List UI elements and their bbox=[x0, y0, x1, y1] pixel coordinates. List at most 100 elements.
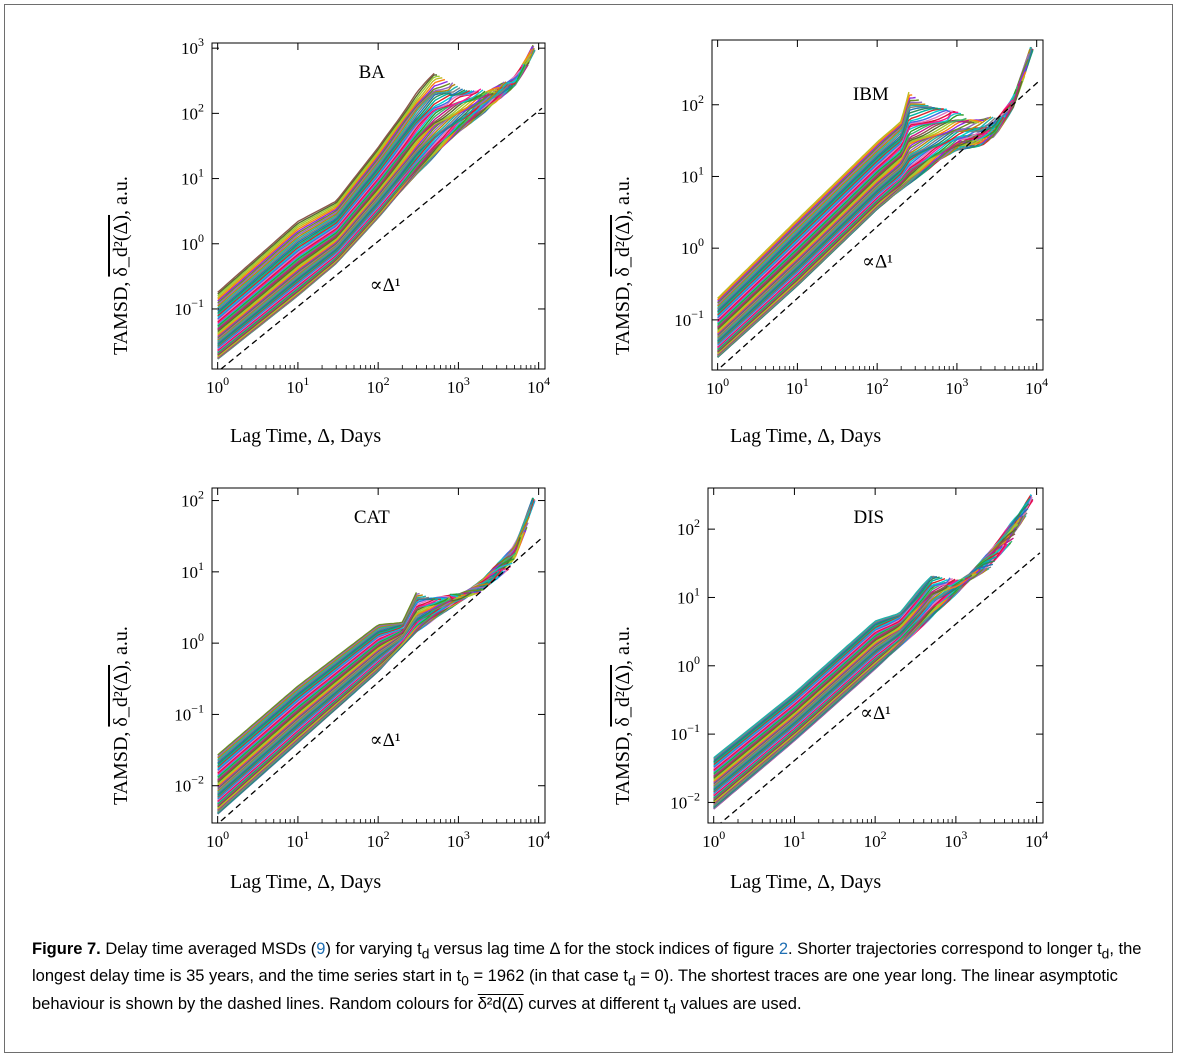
curve-line bbox=[717, 104, 929, 309]
x-tick-label: 101 bbox=[286, 374, 309, 397]
curve-line bbox=[717, 119, 975, 330]
curve-line bbox=[717, 91, 910, 299]
curve-line bbox=[717, 119, 982, 334]
curve-line bbox=[717, 117, 1003, 343]
curve-line bbox=[713, 577, 968, 777]
y-tick-label: 100 bbox=[681, 235, 704, 258]
y-tick-label: 10−1 bbox=[174, 701, 204, 724]
x-tick-label: 103 bbox=[447, 374, 470, 397]
x-tick-label: 102 bbox=[866, 375, 889, 398]
curve-line bbox=[713, 575, 933, 759]
panel-label: IBM bbox=[853, 84, 889, 105]
curve-line bbox=[217, 594, 423, 759]
curve-line bbox=[717, 115, 1007, 345]
curve-line bbox=[717, 120, 972, 329]
curve-line bbox=[717, 110, 953, 320]
y-axis-label: TAMSD, δ_d²(Δ), a.u. bbox=[612, 626, 634, 805]
y-tick-label: 10−2 bbox=[174, 773, 204, 796]
curve-line bbox=[217, 92, 488, 329]
panel-label: BA bbox=[359, 62, 386, 83]
curve-bundle bbox=[717, 46, 1034, 358]
y-tick-label: 102 bbox=[181, 100, 204, 123]
curve-line bbox=[717, 119, 970, 328]
curve-line bbox=[713, 575, 935, 760]
curve-line bbox=[717, 110, 956, 321]
curve-line bbox=[717, 105, 932, 310]
figure-caption: Figure 7. Delay time averaged MSDs (9) f… bbox=[32, 940, 1142, 1016]
x-tick-label: 102 bbox=[864, 828, 887, 851]
curve-line bbox=[217, 90, 486, 327]
x-tick-label: 103 bbox=[945, 375, 968, 398]
x-tick-label: 103 bbox=[447, 828, 470, 851]
curve-line bbox=[217, 85, 514, 345]
slope-annotation: ∝Δ¹ bbox=[862, 252, 893, 273]
y-tick-label: 100 bbox=[181, 630, 204, 653]
curve-line bbox=[717, 116, 1005, 344]
curve-line bbox=[217, 75, 440, 297]
curve-line bbox=[713, 579, 963, 774]
curve-line bbox=[217, 87, 461, 311]
x-tick-label: 103 bbox=[944, 828, 967, 851]
curve-line bbox=[217, 80, 448, 302]
curve-line bbox=[713, 567, 990, 788]
equation-link[interactable]: 9 bbox=[316, 940, 326, 958]
curve-line bbox=[217, 592, 418, 756]
y-tick-label: 102 bbox=[181, 488, 204, 511]
curve-line bbox=[217, 89, 498, 335]
y-tick-label: 100 bbox=[677, 653, 700, 676]
figure-link[interactable]: 2 bbox=[778, 940, 789, 958]
x-axis-label: Lag Time, Δ, Days bbox=[230, 425, 382, 447]
x-axis-label: Lag Time, Δ, Days bbox=[730, 425, 882, 447]
curve-line bbox=[713, 579, 961, 773]
x-tick-label: 101 bbox=[783, 828, 806, 851]
curve-line bbox=[217, 82, 454, 306]
x-tick-label: 100 bbox=[206, 828, 229, 851]
x-tick-label: 101 bbox=[286, 828, 309, 851]
curve-line bbox=[717, 106, 935, 312]
reference-dashed-line bbox=[220, 107, 543, 369]
x-tick-label: 104 bbox=[1025, 375, 1048, 398]
curve-line bbox=[217, 78, 446, 300]
y-tick-label: 10−1 bbox=[674, 307, 704, 330]
x-tick-label: 101 bbox=[786, 375, 809, 398]
figure-frame bbox=[4, 4, 1173, 1053]
curve-line bbox=[217, 77, 443, 299]
curve-line bbox=[217, 89, 471, 317]
x-tick-label: 100 bbox=[206, 374, 229, 397]
x-axis-label: Lag Time, Δ, Days bbox=[730, 871, 882, 893]
x-tick-label: 102 bbox=[367, 374, 390, 397]
curve-line bbox=[713, 563, 994, 790]
y-tick-label: 101 bbox=[677, 584, 700, 607]
curve-line bbox=[717, 109, 950, 319]
y-tick-label: 101 bbox=[181, 166, 204, 189]
curve-line bbox=[217, 589, 484, 790]
curve-line bbox=[717, 94, 913, 301]
curve-line bbox=[713, 579, 958, 772]
curve-bundle bbox=[713, 494, 1034, 810]
curve-line bbox=[217, 90, 477, 321]
curve-line bbox=[217, 89, 468, 315]
reference-dashed-line bbox=[719, 552, 1041, 823]
y-tick-label: 100 bbox=[181, 231, 204, 254]
curve-line bbox=[217, 592, 420, 758]
curve-line bbox=[217, 89, 466, 314]
y-tick-label: 103 bbox=[181, 35, 204, 58]
curve-line bbox=[217, 93, 490, 330]
curve-line bbox=[217, 85, 459, 309]
y-tick-label: 10−1 bbox=[670, 721, 700, 744]
y-tick-label: 102 bbox=[681, 92, 704, 115]
curve-line bbox=[717, 96, 916, 303]
curve-line bbox=[217, 592, 480, 787]
curve-line bbox=[717, 117, 1001, 342]
curve-bundle bbox=[217, 497, 536, 815]
x-axis-label: Lag Time, Δ, Days bbox=[230, 871, 382, 893]
curve-line bbox=[717, 119, 985, 335]
curve-line bbox=[217, 90, 475, 320]
curve-line bbox=[717, 117, 967, 327]
panel-label: DIS bbox=[853, 507, 884, 528]
x-tick-label: 100 bbox=[702, 828, 725, 851]
x-tick-label: 104 bbox=[1025, 828, 1048, 851]
